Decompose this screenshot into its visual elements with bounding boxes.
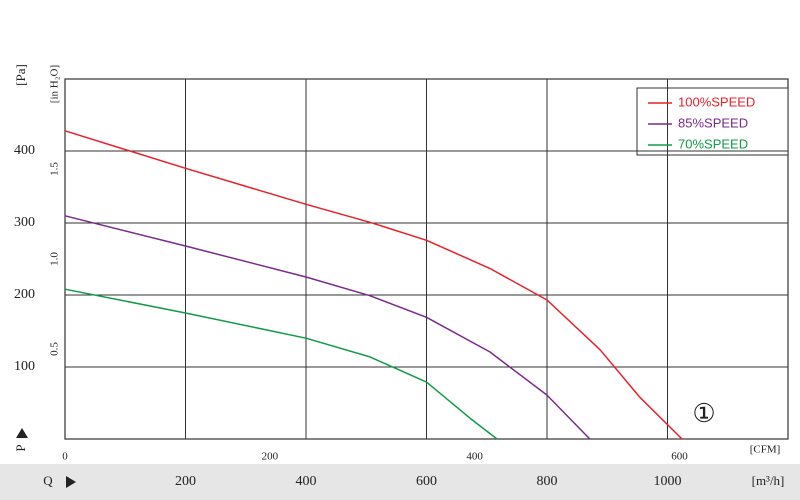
y-tick-label: 200 xyxy=(14,287,35,302)
series-line xyxy=(64,288,498,440)
x-tick-label: 400 xyxy=(296,474,317,489)
y-tick-label: 300 xyxy=(14,215,35,230)
annotation: ① xyxy=(692,399,715,428)
x2-tick-label: 400 xyxy=(466,451,483,463)
y2-tick-label: 1.5 xyxy=(49,162,61,176)
bottom-band xyxy=(0,464,800,500)
x2-axis-label: [CFM] xyxy=(750,444,781,456)
legend-label: 100%SPEED xyxy=(678,94,755,109)
y2-axis-label: [in H₂O] xyxy=(49,65,61,103)
x2-tick-label: 200 xyxy=(262,451,279,463)
legend-label: 70%SPEED xyxy=(678,136,748,151)
legend-label: 85%SPEED xyxy=(678,115,748,130)
x-axis-label: [m³/h] xyxy=(752,473,785,488)
series-line xyxy=(64,215,591,440)
legend xyxy=(636,87,789,156)
x-tick-label: 200 xyxy=(175,474,196,489)
x-tick-label: 800 xyxy=(537,474,558,489)
y-symbol: P xyxy=(13,444,28,451)
y-tick-label: 100 xyxy=(14,359,35,374)
right-arrow xyxy=(66,476,76,488)
x-tick-label: 1000 xyxy=(654,474,682,489)
up-arrow xyxy=(16,428,28,438)
x-tick-label: 600 xyxy=(416,474,437,489)
y-tick-label: 400 xyxy=(14,143,35,158)
x2-tick-label: 600 xyxy=(671,451,688,463)
y-axis-label: [Pa] xyxy=(13,64,28,86)
y2-tick-label: 0.5 xyxy=(49,342,61,356)
series-line xyxy=(64,130,683,440)
y2-tick-label: 1.0 xyxy=(49,252,61,266)
x-symbol: Q xyxy=(43,473,53,488)
x2-tick-label: 0 xyxy=(62,451,68,463)
